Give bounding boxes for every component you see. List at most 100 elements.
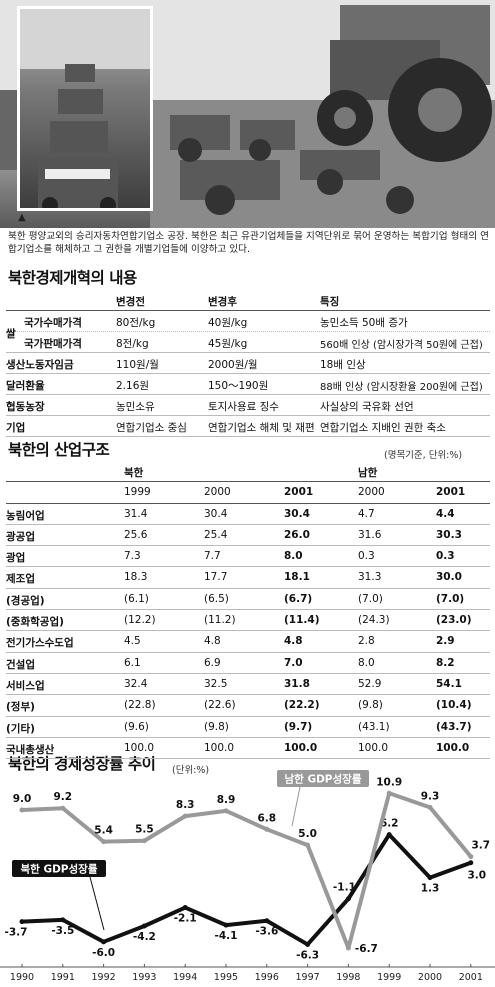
industry-row-label: 농림어업 [6,509,45,522]
data-label: 9.3 [421,790,440,802]
industry-cell: (7.0) [358,592,383,605]
industry-row-label: 건설업 [6,658,35,671]
data-label: 5.5 [135,824,154,836]
industry-cell: 31.4 [124,507,148,520]
industry-cell: (9.8) [358,699,383,712]
industry-cell: 25.6 [124,528,148,541]
reform-before: 8전/kg [116,338,149,350]
legend-north-text: 북한 GDP성장률 [21,863,98,876]
data-point [19,919,25,925]
data-point [101,939,107,945]
reform-item: 국가수매가격 [24,317,82,329]
industry-cell: 100.0 [358,741,389,754]
industry-cell: (43.1) [358,720,390,733]
industry-cell: (9.7) [284,720,313,733]
industry-cell: 4.8 [284,635,303,648]
industry-cell: (11.2) [204,614,236,627]
data-point [345,896,351,902]
industry-row: (중화학공업) (12.2) (11.2) (11.4) (24.3) (23.0) [6,610,490,632]
industry-cell: 2.8 [358,635,375,648]
reform-group-label: 쌀 [6,328,16,340]
industry-cell: 4.8 [204,635,221,648]
industry-cell: 30.4 [204,507,228,520]
industry-year-row: 1999 2000 2001 2000 2001 [6,482,490,504]
data-point [386,790,392,796]
data-point [19,807,25,813]
factory-photo: ▲ [0,0,495,228]
x-tick-label: 1997 [296,972,320,983]
legend-south-box [277,770,369,787]
legend-south-text: 남한 GDP성장률 [285,773,362,786]
x-tick-label: 1992 [92,972,116,983]
industry-cell: 31.6 [358,528,382,541]
reform-after: 토지사용료 징수 [208,401,279,413]
industry-cell: 4.4 [436,507,455,520]
reform-title: 북한경제개혁의 내용 [8,269,137,287]
reform-row: 기업 연합기업소 중심 연합기업소 해체 및 재편 연합기업소 지배인 권한 축… [6,416,490,437]
x-tick-label: 2000 [418,972,442,983]
reform-header-row: 변경전 변경후 특징 [6,290,490,311]
data-label: 3.0 [467,870,486,882]
industry-cell: 0.3 [436,550,455,563]
photo-caption: 북한 평양교외의 승리자동차연합기업소 공장. 북한은 최근 유관기업체들을 지… [8,231,489,255]
data-label: 8.3 [176,799,195,811]
reform-item: 달러환율 [6,380,45,392]
reform-after: 45원/kg [208,338,248,350]
data-point [182,813,188,819]
reform-header-before: 변경전 [116,296,145,308]
industry-cell: (24.3) [358,614,390,627]
industry-row-label: 국내총생산 [6,743,55,756]
data-point [223,922,229,928]
chart-unit-note: (단위:%) [172,765,210,776]
x-tick-label: 1995 [214,972,238,983]
industry-cell: 100.0 [124,741,155,754]
industry-cell: 25.4 [204,528,228,541]
growth-chart: 1990 1991 1992 1993 1994 1995 1996 1997 1998 1999… [0,770,495,983]
reform-row: 달러환율 2.16원 150～190원 88배 인상 (암시장환율 200원에 … [6,374,490,395]
data-label: 6.8 [257,812,276,824]
x-tick-label: 1998 [336,972,360,983]
industry-cell: 100.0 [204,741,235,754]
reform-after: 40원/kg [208,317,248,329]
industry-cell: (6.5) [204,592,229,605]
data-point [264,918,270,924]
year-label: 1999 [124,486,151,499]
industry-cell: 0.3 [358,550,375,563]
industry-row: 농림어업 31.4 30.4 30.4 4.7 4.4 [6,504,490,525]
industry-cell: (23.0) [436,614,472,627]
industry-cell: (12.2) [124,614,156,627]
reform-header-after: 변경후 [208,296,237,308]
data-point [345,945,351,951]
industry-cell: (11.4) [284,614,320,627]
year-label: 2001 [284,486,314,499]
reform-after: 연합기업소 해체 및 재편 [208,422,315,434]
legend-north-pointer [89,876,105,931]
industry-cell: 30.4 [284,507,310,520]
industry-cell: 6.1 [124,656,141,669]
industry-cell: 4.7 [358,507,375,520]
industry-cell: 31.3 [358,571,382,584]
industry-cell: 17.7 [204,571,228,584]
reform-feature: 연합기업소 지배인 권한 축소 [320,422,446,434]
data-label: -6.7 [355,943,378,955]
industry-cell: (22.8) [124,699,156,712]
data-label: -1.1 [333,882,356,894]
industry-cell: (6.7) [284,592,313,605]
data-point [60,917,66,923]
x-tick-label: 1990 [10,972,34,983]
industry-row-label: 광업 [6,552,26,565]
reform-before: 80전/kg [116,317,156,329]
industry-cell: (7.0) [436,592,465,605]
data-point [427,804,433,810]
industry-row: 광업 7.3 7.7 8.0 0.3 0.3 [6,546,490,568]
reform-before: 2.16원 [116,380,150,392]
north-label: 북한 [124,467,144,479]
industry-title: 북한의 산업구조 [8,441,110,459]
industry-row: 건설업 6.1 6.9 7.0 8.0 8.2 [6,653,490,674]
industry-cell: 6.9 [204,656,221,669]
industry-cell: (43.7) [436,720,472,733]
reform-header-feature: 특징 [320,296,340,308]
data-label: 1.3 [421,883,440,895]
industry-row-label: 제조업 [6,573,35,586]
tractor-photo-illustration [0,0,495,228]
